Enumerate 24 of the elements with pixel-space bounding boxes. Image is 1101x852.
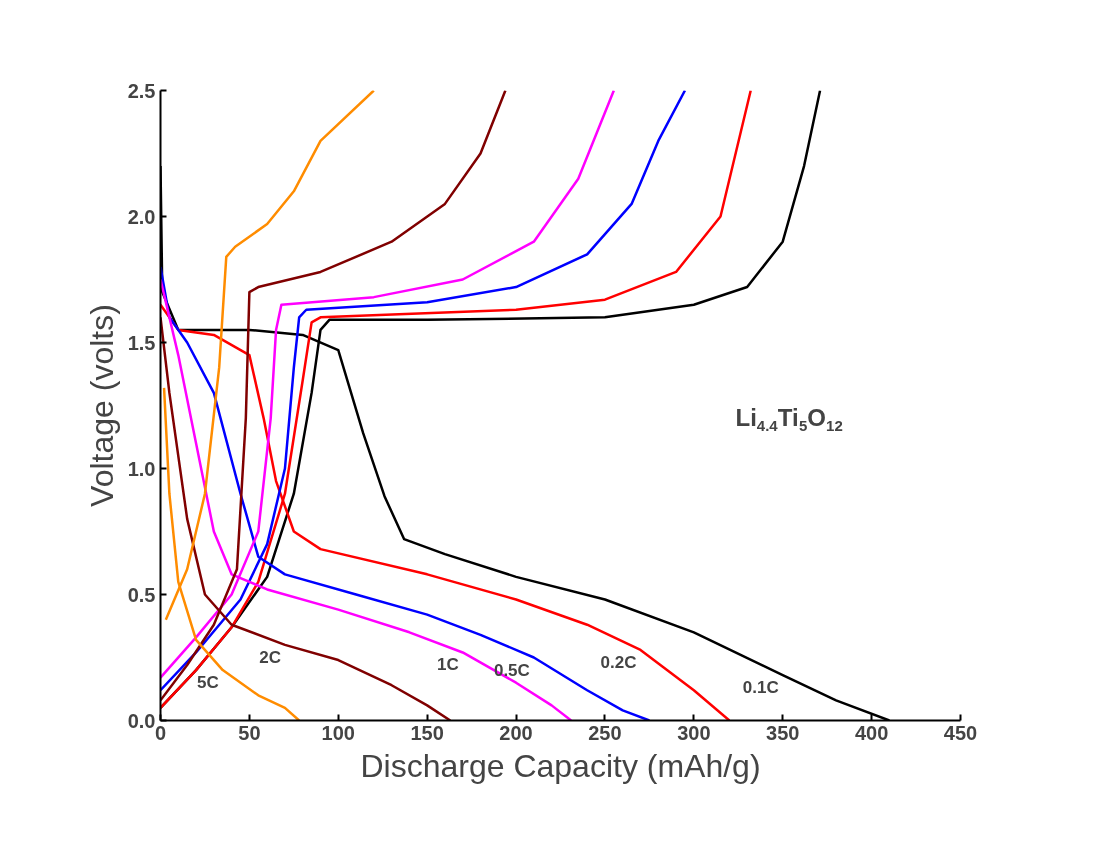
x-tick-label: 350 <box>766 721 800 744</box>
series-label: 5C <box>196 673 219 693</box>
series-label: 0.5C <box>493 660 530 680</box>
y-tick-label: 0.0 <box>127 709 156 732</box>
y-tick-label: 2.0 <box>127 205 156 228</box>
x-tick-label: 300 <box>677 721 711 744</box>
x-axis-title: Discharge Capacity (mAh/g) <box>360 747 761 784</box>
x-tick-label: 250 <box>588 721 622 744</box>
x-tick-label: 150 <box>410 721 444 744</box>
y-tick-label: 2.5 <box>127 79 156 102</box>
x-tick-label: 50 <box>238 721 261 744</box>
x-tick-label: 0 <box>154 721 167 744</box>
y-axis-title: Voltage (volts) <box>83 304 120 507</box>
y-tick-label: 0.5 <box>127 583 156 606</box>
x-tick-label: 100 <box>321 721 355 744</box>
y-tick-label: 1.5 <box>127 331 156 354</box>
y-tick-label: 1.0 <box>127 457 156 480</box>
x-tick-label: 400 <box>854 721 889 744</box>
x-tick-label: 200 <box>499 721 533 744</box>
series-label: 0.1C <box>742 678 779 698</box>
x-tick-label: 450 <box>943 721 978 744</box>
series-label: 2C <box>259 647 281 667</box>
series-label: 0.2C <box>600 652 637 672</box>
series-label: 1C <box>436 655 459 675</box>
